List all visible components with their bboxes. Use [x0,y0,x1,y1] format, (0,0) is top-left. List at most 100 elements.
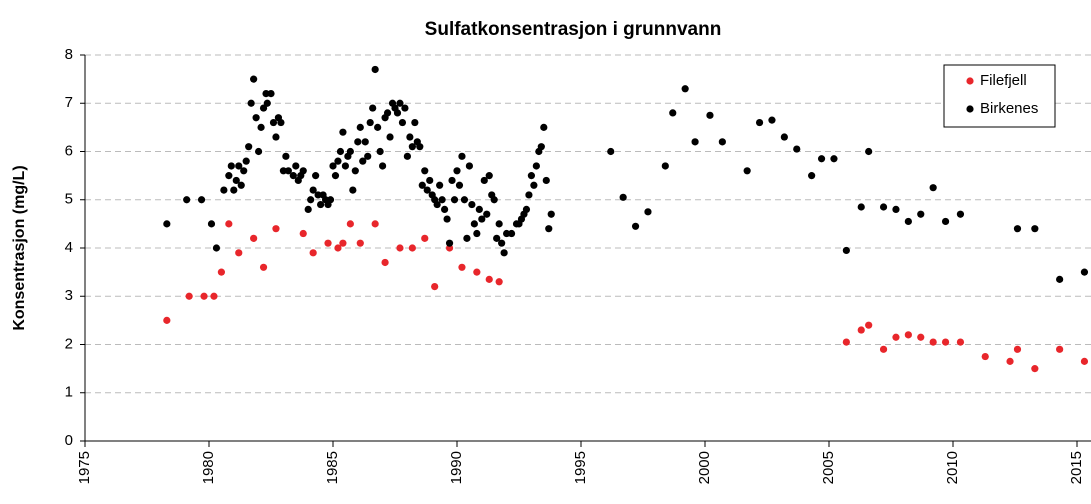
y-tick-label: 6 [65,142,73,159]
data-point [197,196,206,204]
data-point [681,85,689,93]
y-tick-label: 3 [65,287,73,304]
y-tick-label: 4 [65,239,73,256]
data-point [438,196,446,204]
data-point [252,114,260,122]
data-point [503,229,511,238]
data-point [356,123,364,131]
data-point [470,220,478,228]
data-point [386,133,394,141]
data-point [473,268,481,276]
data-point [406,133,414,141]
data-point [289,172,297,180]
data-point [865,321,873,329]
x-tick-label: 2010 [944,451,961,484]
x-tick-label: 1995 [572,451,589,484]
data-point [445,239,454,247]
data-point [545,225,553,233]
data-point [718,138,726,146]
data-point [463,234,471,242]
data-point [257,123,265,131]
x-tick-label: 1990 [448,451,465,484]
data-point [458,263,466,271]
data-point [433,200,441,209]
data-point [480,176,488,185]
data-point [1013,345,1022,353]
data-point [247,99,255,107]
data-point [341,162,349,170]
data-point [331,172,340,180]
data-point [483,210,491,218]
data-point [547,210,555,218]
data-point [443,215,451,223]
y-tick-label: 7 [65,94,73,111]
data-point [369,104,377,112]
data-point [401,104,409,112]
data-point [830,155,838,163]
data-point [941,217,950,226]
data-point [185,292,193,300]
data-point [207,220,216,228]
data-point [408,244,416,252]
data-point [817,155,826,163]
data-point [465,162,473,170]
x-tick-label: 1985 [324,451,341,484]
data-point [485,172,493,180]
data-point [879,345,888,353]
data-point [383,109,392,117]
data-point [542,176,550,185]
data-point [892,333,900,341]
data-point [263,99,271,107]
data-point [349,186,357,194]
data-point [200,292,208,300]
data-point [364,152,372,160]
data-point [450,196,459,204]
data-point [527,172,536,180]
data-point [267,90,275,98]
data-point [436,181,444,189]
data-point [500,249,508,257]
data-point [232,176,240,185]
chart-title: Sulfatkonsentrasjon i grunnvann [425,19,722,40]
data-point [691,138,699,146]
data-point [299,167,307,175]
data-point [423,186,431,194]
data-point [426,176,434,185]
data-point [865,147,873,156]
legend-label: Filefjell [980,72,1027,89]
data-point [460,196,469,204]
data-point [473,229,481,238]
data-point [1056,275,1064,283]
data-point [1031,225,1039,233]
data-point [309,186,317,194]
data-point [917,210,925,218]
x-tick-label: 2005 [820,451,837,484]
data-point [495,278,503,286]
data-point [393,109,402,117]
data-point [431,283,439,291]
data-point [277,118,285,127]
data-point [768,116,776,124]
legend-label: Birkenes [980,100,1038,117]
data-point [478,215,486,223]
data-point [235,162,243,170]
data-point [225,172,233,180]
data-point [227,162,235,170]
data-point [163,220,171,228]
data-point [240,167,248,175]
data-point [421,234,429,242]
data-point [210,292,218,300]
data-point [235,249,243,257]
data-point [299,229,307,238]
data-point [396,99,404,107]
data-point [396,244,404,252]
data-point [495,220,503,228]
data-point [956,210,965,218]
data-point [743,167,751,175]
data-point [416,143,424,151]
data-point [793,145,801,153]
data-point [312,172,320,180]
data-point [485,275,493,283]
data-point [334,244,342,252]
data-point [411,118,419,127]
